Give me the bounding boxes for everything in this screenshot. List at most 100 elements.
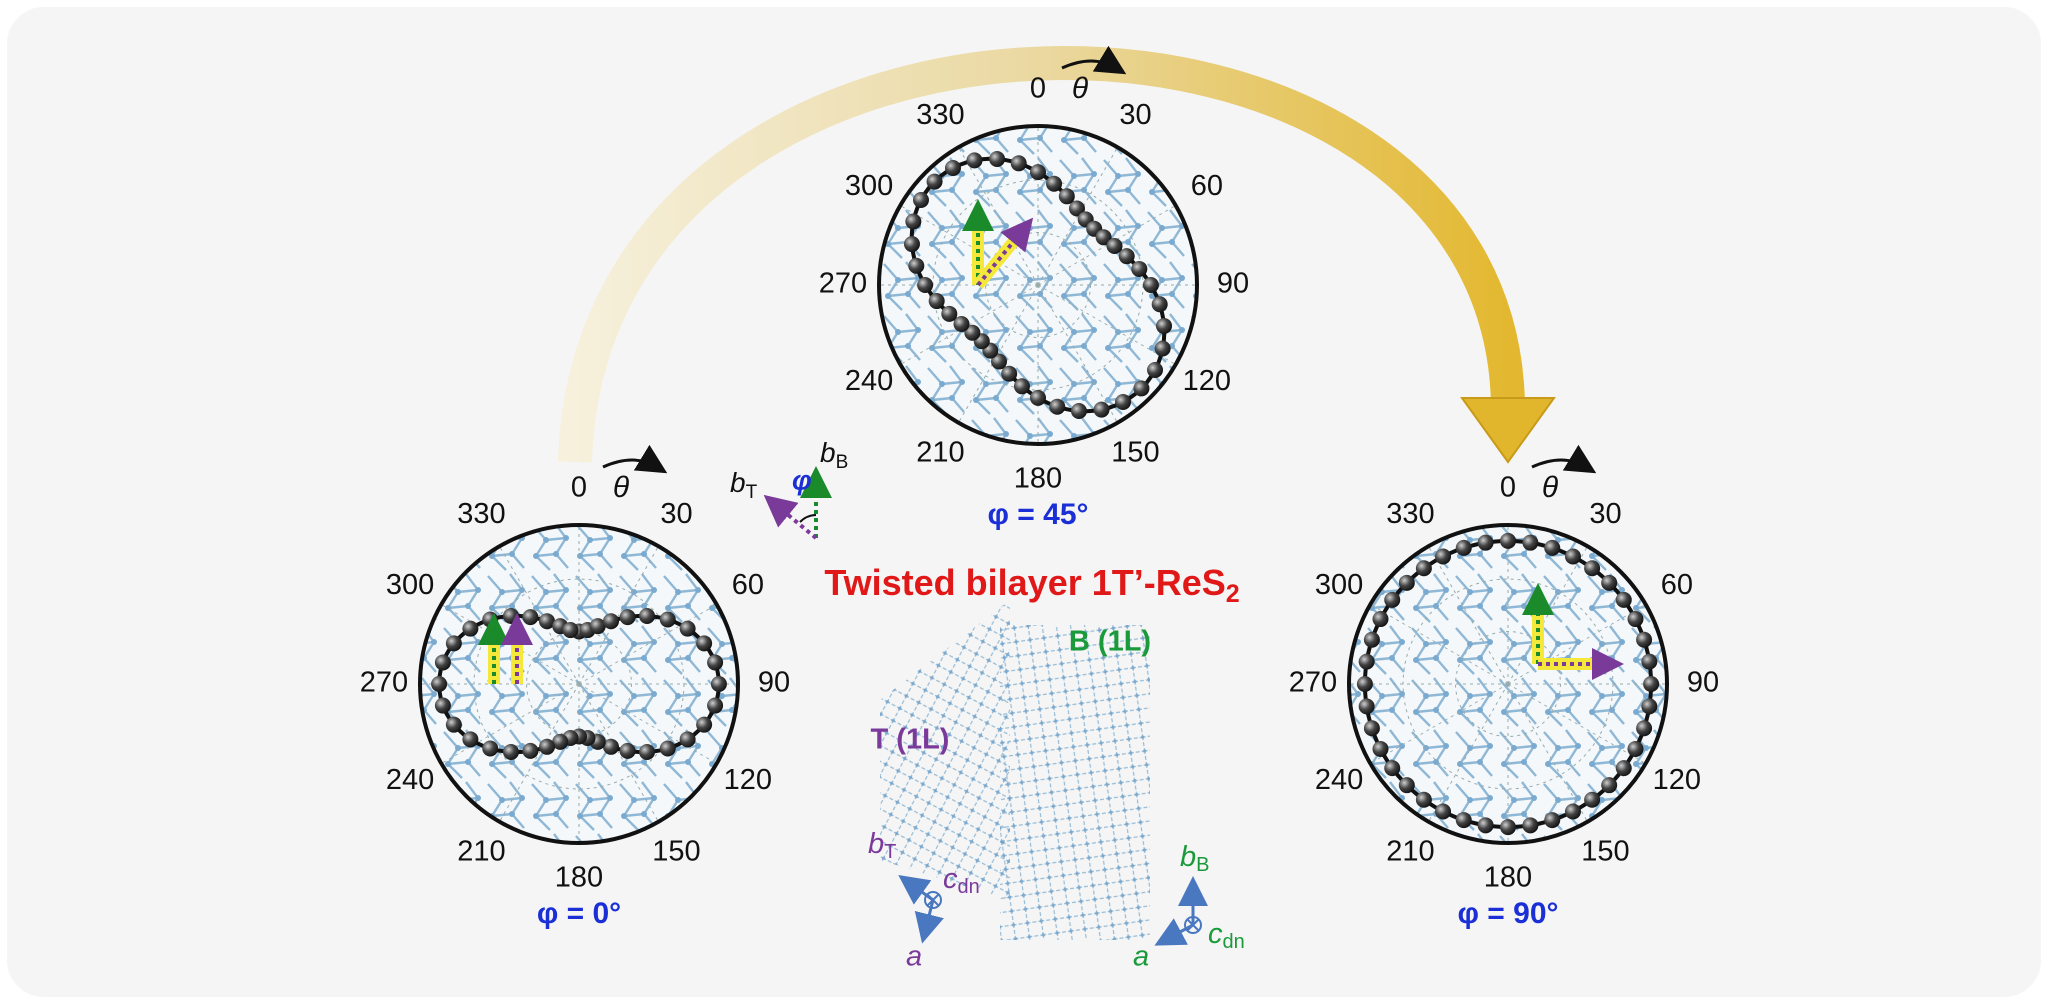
axis-label-text: b <box>1180 841 1196 873</box>
measured-point <box>912 191 929 208</box>
axis-arrow <box>914 899 944 944</box>
measured-point <box>1372 740 1389 757</box>
measured-point <box>707 697 724 714</box>
measured-point <box>944 159 961 176</box>
angle-label: 60 <box>1191 170 1223 202</box>
angle-label: 210 <box>457 836 505 868</box>
angle-label: 240 <box>845 365 893 397</box>
axis-label-text: c <box>943 863 958 895</box>
polar-spoke <box>499 683 580 822</box>
measured-point <box>1627 611 1644 628</box>
polar-spoke <box>578 546 659 685</box>
b-bottom-label: bB <box>820 437 848 473</box>
polar-spoke <box>1507 683 1588 822</box>
measured-point <box>1133 380 1150 397</box>
measured-point <box>707 654 724 671</box>
measured-point <box>696 635 713 652</box>
measured-point <box>1601 574 1618 591</box>
angle-label: 90 <box>1217 268 1249 300</box>
axis-label-subscript: T <box>884 841 896 863</box>
measured-point <box>462 620 479 637</box>
measured-point <box>1615 760 1632 777</box>
measured-point <box>1118 248 1135 265</box>
polar-spoke <box>958 147 1039 286</box>
polar-spoke <box>578 604 717 685</box>
measured-point <box>1627 740 1644 757</box>
theta-arrow <box>1061 45 1127 75</box>
twist-angle-arc <box>799 514 817 523</box>
angle-label: 300 <box>386 569 434 601</box>
measured-point <box>1584 560 1601 577</box>
angle-label: 0 <box>571 472 587 504</box>
polar-spoke <box>900 205 1039 286</box>
measured-point <box>639 607 656 624</box>
measured-point <box>1356 676 1373 692</box>
polar-spoke <box>578 683 717 764</box>
polar-spoke <box>578 683 659 822</box>
axis-label-subscript: dn <box>1223 931 1245 953</box>
phi-label: φ = 90° <box>1457 897 1558 930</box>
axis-label-subscript: dn <box>958 876 980 898</box>
measured-point <box>1363 631 1380 648</box>
phi-label: φ = 45° <box>987 498 1088 531</box>
measured-point <box>659 611 676 628</box>
measured-point <box>603 738 620 755</box>
theta-arrow <box>1531 444 1597 474</box>
measured-point <box>1522 534 1539 551</box>
polar-plot: 0 30 60 90 120 150 180 210 240 270 300 330 θ φ = 0° <box>360 444 790 930</box>
measured-point <box>679 620 696 637</box>
phi-label: φ = 0° <box>537 897 621 930</box>
measured-point <box>1070 403 1087 420</box>
measured-point <box>903 236 920 253</box>
measured-point <box>1154 340 1171 357</box>
measured-point <box>431 676 448 692</box>
measured-point <box>696 716 713 733</box>
polar-plot: 0 30 60 90 120 150 180 210 240 270 300 330 θ φ = 45° <box>819 45 1249 531</box>
angle-label: 300 <box>1315 569 1363 601</box>
rotation-arrow <box>558 46 1525 463</box>
theta-arrow <box>602 444 668 474</box>
angle-label: 60 <box>1661 569 1693 601</box>
theta-label: θ <box>1072 72 1089 105</box>
measured-point <box>1544 539 1561 556</box>
theta-label: θ <box>613 471 630 504</box>
measured-point <box>966 152 983 169</box>
measured-point <box>1477 817 1494 834</box>
measured-point <box>1095 229 1112 246</box>
polar-spoke <box>441 683 580 764</box>
measured-point <box>679 731 696 748</box>
measured-point <box>1384 760 1401 777</box>
axis-label: cdn <box>1208 918 1245 954</box>
b-top-arrow <box>763 494 818 540</box>
angle-label: 210 <box>916 437 964 469</box>
polar-spoke <box>1037 284 1118 423</box>
polar-frame <box>877 124 1199 446</box>
measured-point <box>639 744 656 761</box>
measured-point <box>1151 296 1168 313</box>
polar-grid-circle <box>473 578 685 790</box>
top-layer-label: T (1L) <box>871 724 950 756</box>
measured-point <box>1013 378 1030 395</box>
measured-point <box>482 740 499 757</box>
out-of-plane-symbol <box>924 891 942 909</box>
measured-point <box>964 324 981 341</box>
measured-point <box>538 738 555 755</box>
axis-label-subscript: B <box>1196 854 1209 876</box>
label-subscript: B <box>836 452 849 473</box>
rotation-arrowhead <box>1460 397 1556 464</box>
angle-label: 270 <box>819 268 867 300</box>
theta-label: θ <box>1542 471 1559 504</box>
label-text: b <box>820 437 836 468</box>
measured-point <box>928 293 945 310</box>
polar-spoke <box>1370 604 1509 685</box>
measured-point <box>1046 175 1063 192</box>
measured-point <box>1584 791 1601 808</box>
axis-label-text: c <box>1208 918 1223 950</box>
out-of-plane-symbol <box>926 893 940 907</box>
measured-point <box>1544 812 1561 829</box>
polar-spoke <box>1507 604 1646 685</box>
measured-point <box>1615 591 1632 608</box>
measured-point <box>1636 720 1653 737</box>
top-axes: bT cdn a <box>868 828 980 973</box>
